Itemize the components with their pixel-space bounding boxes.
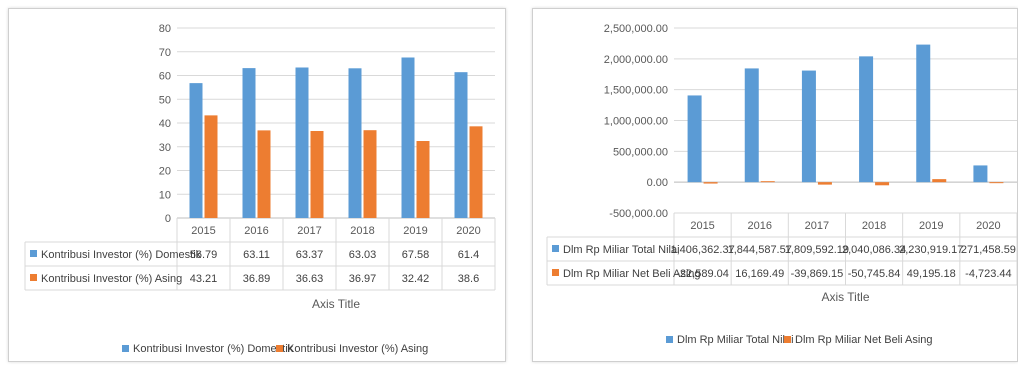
legend-label: Dlm Rp Miliar Net Beli Asing: [795, 334, 933, 346]
bar-series2: [760, 181, 775, 183]
data-label: 2,040,086.34: [842, 244, 906, 256]
x-tick-label: 2017: [805, 220, 829, 232]
bar-series1: [916, 44, 931, 183]
x-tick-label: 2018: [862, 220, 886, 232]
bar-series2: [310, 131, 324, 218]
x-axis-title: Axis Title: [312, 297, 360, 311]
y-tick-label: 50: [159, 94, 171, 106]
y-tick-label: 30: [159, 142, 171, 154]
bar-series1: [295, 67, 309, 218]
data-label: 38.6: [458, 273, 479, 285]
table-series-name: Dlm Rp Miliar Net Beli Asing: [563, 268, 701, 280]
chart-investor-contribution: 80 70 60 50 40 30 20 10 0 2015 2016 2017 2018 2019 202…: [24, 23, 496, 355]
x-tick-label: 2017: [297, 225, 321, 237]
y-tick-label: -500,000.00: [609, 208, 668, 220]
bar-series2: [204, 115, 218, 218]
legend-label: Kontribusi Investor (%) Asing: [287, 343, 428, 355]
data-label: 32.42: [402, 273, 430, 285]
data-label: 61.4: [458, 249, 479, 261]
table-legend-key: [552, 269, 559, 276]
chart-transaction-value: 2,500,000.00 2,000,000.00 1,500,000.00 1,00…: [546, 23, 1017, 346]
y-tick-label: 20: [159, 166, 171, 178]
y-tick-label: 40: [159, 118, 171, 130]
x-tick-label: 2016: [244, 225, 268, 237]
data-label: -22,589.04: [676, 268, 729, 280]
legend-swatch: [784, 336, 791, 343]
bar-series2: [469, 126, 483, 218]
data-label: 1,844,587.57: [728, 244, 792, 256]
bar-series1: [801, 70, 816, 183]
bar-series1: [454, 72, 468, 218]
bar-series1: [973, 165, 988, 183]
data-label: 1,406,362.37: [670, 244, 734, 256]
y-tick-label: 0.00: [647, 177, 668, 189]
data-label: 67.58: [402, 249, 430, 261]
data-label: -50,745.84: [848, 268, 901, 280]
x-tick-label: 2018: [350, 225, 374, 237]
legend-swatch: [666, 336, 673, 343]
data-label: 49,195.18: [907, 268, 956, 280]
y-tick-label: 70: [159, 47, 171, 59]
bar-series1: [348, 68, 362, 219]
y-tick-label: 60: [159, 71, 171, 83]
bar-series1: [687, 95, 702, 183]
data-label: 63.37: [296, 249, 324, 261]
table-legend-key: [30, 274, 37, 281]
x-tick-label: 2019: [919, 220, 943, 232]
table-series-name: Dlm Rp Miliar Total Nilai: [563, 244, 680, 256]
table-legend-key: [30, 250, 37, 257]
table-legend-key: [552, 245, 559, 252]
table-series-name: Kontribusi Investor (%) Asing: [41, 273, 182, 285]
x-tick-label: 2016: [748, 220, 772, 232]
bar-series2: [932, 179, 947, 183]
chart-panel-transaction-value: 2,500,000.00 2,000,000.00 1,500,000.00 1,00…: [532, 8, 1018, 362]
data-label: 43.21: [190, 273, 218, 285]
data-label: 1,809,592.19: [785, 244, 849, 256]
bar-series2: [989, 182, 1004, 184]
x-tick-label: 2015: [191, 225, 215, 237]
legend-swatch: [122, 345, 129, 352]
bar-series2: [875, 182, 890, 186]
x-axis-title: Axis Title: [821, 290, 869, 304]
y-tick-label: 500,000.00: [613, 146, 668, 158]
x-tick-label: 2015: [690, 220, 714, 232]
data-label: -39,869.15: [791, 268, 844, 280]
data-label: 63.11: [243, 249, 270, 261]
bar-series1: [859, 56, 874, 183]
legend-label: Dlm Rp Miliar Total Nilai: [677, 334, 794, 346]
legend-label: Kontribusi Investor (%) Domestik: [133, 343, 294, 355]
x-tick-label: 2019: [403, 225, 427, 237]
data-label: 271,458.59: [961, 244, 1016, 256]
data-label: 2,230,919.17: [899, 244, 963, 256]
y-tick-label: 2,000,000.00: [604, 54, 668, 66]
bar-series1: [242, 68, 256, 218]
bar-series1: [401, 57, 415, 219]
chart-panel-investor-contribution: 80 70 60 50 40 30 20 10 0 2015 2016 2017 2018 2019 202…: [8, 8, 506, 362]
data-label: 36.89: [243, 273, 271, 285]
bar-series2: [257, 130, 271, 218]
data-label: 36.97: [349, 273, 377, 285]
data-label: -4,723.44: [965, 268, 1011, 280]
table-series-name: Kontribusi Investor (%) Domestik: [41, 249, 202, 261]
data-label: 56.79: [190, 249, 218, 261]
bar-series2: [363, 130, 377, 218]
data-label: 36.63: [296, 273, 324, 285]
data-label: 63.03: [349, 249, 377, 261]
y-tick-label: 80: [159, 23, 171, 35]
x-tick-label: 2020: [456, 225, 480, 237]
bar-series1: [189, 83, 203, 218]
bar-series2: [817, 182, 832, 185]
data-label: 16,169.49: [735, 268, 784, 280]
y-tick-label: 10: [159, 189, 171, 201]
x-tick-label: 2020: [976, 220, 1000, 232]
y-tick-label: 1,000,000.00: [604, 116, 668, 128]
bar-series1: [744, 68, 759, 183]
y-tick-label: 2,500,000.00: [604, 23, 668, 35]
y-tick-label: 1,500,000.00: [604, 85, 668, 97]
bar-series2: [703, 182, 718, 184]
bar-series2: [416, 141, 430, 218]
legend-swatch: [276, 345, 283, 352]
y-tick-label: 0: [165, 213, 171, 225]
